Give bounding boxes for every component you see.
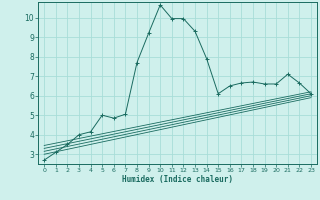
X-axis label: Humidex (Indice chaleur): Humidex (Indice chaleur) — [122, 175, 233, 184]
